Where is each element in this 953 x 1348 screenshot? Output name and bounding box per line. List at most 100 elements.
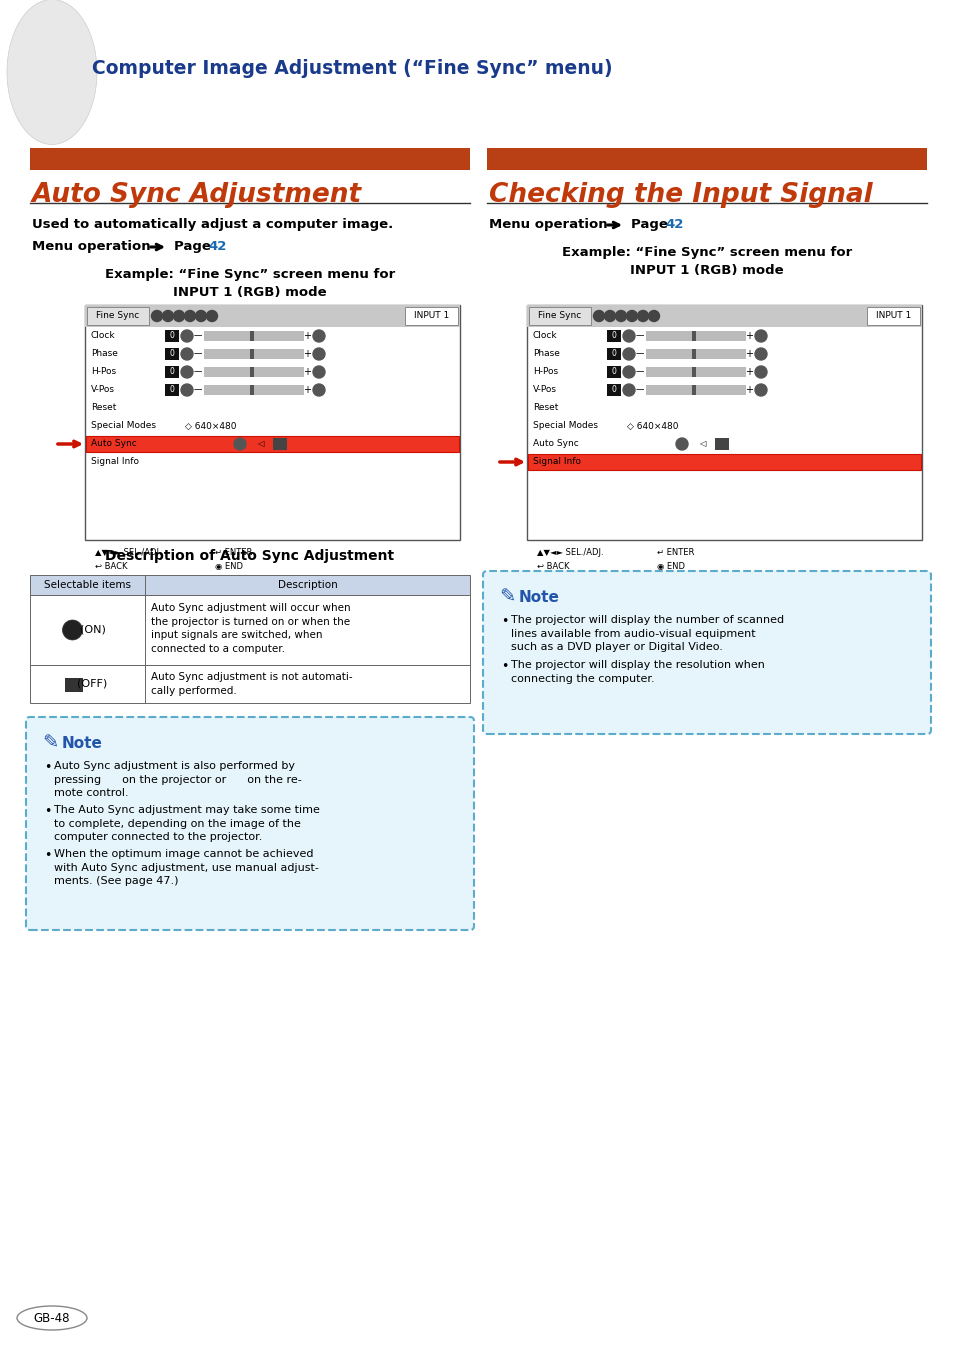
Bar bbox=[250, 332, 253, 341]
FancyBboxPatch shape bbox=[26, 717, 474, 930]
Circle shape bbox=[181, 348, 193, 360]
Text: Note: Note bbox=[62, 736, 103, 751]
Text: Reset: Reset bbox=[91, 403, 116, 412]
Text: Page: Page bbox=[173, 240, 215, 253]
Text: 0: 0 bbox=[170, 386, 174, 395]
Bar bbox=[204, 386, 304, 395]
Text: •: • bbox=[500, 615, 508, 628]
Circle shape bbox=[173, 310, 184, 322]
Bar bbox=[405, 307, 457, 325]
Bar bbox=[691, 386, 696, 395]
Text: Auto Sync: Auto Sync bbox=[91, 439, 136, 449]
Text: The projector will display the number of scanned
lines available from audio-visu: The projector will display the number of… bbox=[511, 615, 783, 652]
Text: Description: Description bbox=[277, 580, 337, 590]
Text: H-Pos: H-Pos bbox=[533, 368, 558, 376]
Bar bbox=[486, 148, 926, 170]
Text: 0: 0 bbox=[611, 386, 616, 395]
Text: Used to automatically adjust a computer image.: Used to automatically adjust a computer … bbox=[32, 218, 393, 231]
Text: 42: 42 bbox=[664, 218, 682, 231]
Text: Auto Sync Adjustment: Auto Sync Adjustment bbox=[32, 182, 362, 208]
Circle shape bbox=[615, 310, 626, 322]
Circle shape bbox=[63, 620, 82, 640]
Text: +: + bbox=[303, 386, 311, 395]
Text: V-Pos: V-Pos bbox=[91, 386, 115, 395]
Text: Clock: Clock bbox=[533, 332, 558, 341]
Text: The projector will display the resolution when
connecting the computer.: The projector will display the resolutio… bbox=[511, 661, 764, 683]
Text: Special Modes: Special Modes bbox=[91, 422, 156, 430]
Text: •: • bbox=[500, 661, 508, 673]
Text: Example: “Fine Sync” screen menu for
INPUT 1 (RGB) mode: Example: “Fine Sync” screen menu for INP… bbox=[105, 268, 395, 299]
Bar bbox=[645, 349, 745, 359]
Text: ◁: ◁ bbox=[256, 439, 263, 449]
Text: ✎: ✎ bbox=[498, 588, 515, 607]
Bar bbox=[86, 435, 458, 452]
Bar bbox=[250, 367, 253, 377]
Text: 0: 0 bbox=[170, 368, 174, 376]
Circle shape bbox=[195, 310, 206, 322]
Bar bbox=[85, 305, 459, 541]
Text: —: — bbox=[193, 386, 202, 395]
Circle shape bbox=[152, 310, 162, 322]
Text: +: + bbox=[744, 367, 752, 377]
Bar bbox=[526, 305, 921, 328]
Text: The Auto Sync adjustment may take some time
to complete, depending on the image : The Auto Sync adjustment may take some t… bbox=[54, 805, 319, 842]
Text: Example: “Fine Sync” screen menu for
INPUT 1 (RGB) mode: Example: “Fine Sync” screen menu for INP… bbox=[561, 245, 851, 276]
Bar bbox=[273, 438, 287, 450]
Bar bbox=[714, 438, 728, 450]
Text: Selectable items: Selectable items bbox=[44, 580, 131, 590]
Text: ▲▼◄► SEL./ADJ.: ▲▼◄► SEL./ADJ. bbox=[95, 549, 161, 557]
Text: •: • bbox=[44, 849, 51, 861]
Bar bbox=[691, 367, 696, 377]
Bar bbox=[606, 367, 620, 377]
Text: INPUT 1: INPUT 1 bbox=[414, 311, 449, 321]
Text: ◉ END: ◉ END bbox=[214, 562, 243, 572]
Circle shape bbox=[313, 384, 325, 396]
Bar bbox=[30, 665, 470, 704]
Circle shape bbox=[622, 384, 635, 396]
Text: Checking the Input Signal: Checking the Input Signal bbox=[489, 182, 872, 208]
Circle shape bbox=[313, 330, 325, 342]
Text: H-Pos: H-Pos bbox=[91, 368, 116, 376]
Text: Special Modes: Special Modes bbox=[533, 422, 598, 430]
Circle shape bbox=[181, 330, 193, 342]
Bar bbox=[204, 332, 304, 341]
Bar bbox=[165, 330, 179, 342]
Circle shape bbox=[648, 310, 659, 322]
Bar bbox=[606, 348, 620, 360]
Text: Auto Sync adjustment is also performed by
pressing      on the projector or     : Auto Sync adjustment is also performed b… bbox=[54, 762, 301, 798]
Text: Reset: Reset bbox=[533, 403, 558, 412]
Bar bbox=[866, 307, 919, 325]
Bar bbox=[606, 384, 620, 396]
Text: —: — bbox=[635, 332, 643, 341]
Text: Auto Sync adjustment will occur when
the projector is turned on or when the
inpu: Auto Sync adjustment will occur when the… bbox=[151, 603, 351, 654]
Circle shape bbox=[754, 384, 766, 396]
Text: Signal Info: Signal Info bbox=[533, 457, 580, 466]
Text: INPUT 1: INPUT 1 bbox=[876, 311, 911, 321]
Text: 0: 0 bbox=[611, 332, 616, 341]
Text: Note: Note bbox=[518, 589, 559, 604]
Text: —: — bbox=[635, 386, 643, 395]
Text: Phase: Phase bbox=[533, 349, 559, 359]
Text: 0: 0 bbox=[170, 332, 174, 341]
Bar bbox=[66, 678, 84, 692]
Bar bbox=[30, 576, 470, 594]
Text: +: + bbox=[744, 349, 752, 359]
Text: ◇ 640×480: ◇ 640×480 bbox=[626, 422, 678, 430]
Text: Phase: Phase bbox=[91, 349, 118, 359]
Text: GB-48: GB-48 bbox=[33, 1312, 71, 1325]
Text: Menu operation: Menu operation bbox=[32, 240, 151, 253]
Text: —: — bbox=[193, 349, 202, 359]
Circle shape bbox=[754, 367, 766, 377]
Circle shape bbox=[206, 310, 217, 322]
Bar bbox=[691, 349, 696, 359]
Text: •: • bbox=[44, 762, 51, 774]
Circle shape bbox=[313, 367, 325, 377]
Circle shape bbox=[604, 310, 615, 322]
Circle shape bbox=[181, 367, 193, 377]
Circle shape bbox=[313, 348, 325, 360]
Bar bbox=[527, 454, 920, 470]
Text: •: • bbox=[44, 805, 51, 818]
Text: +: + bbox=[744, 332, 752, 341]
Bar bbox=[165, 348, 179, 360]
Bar bbox=[529, 307, 590, 325]
